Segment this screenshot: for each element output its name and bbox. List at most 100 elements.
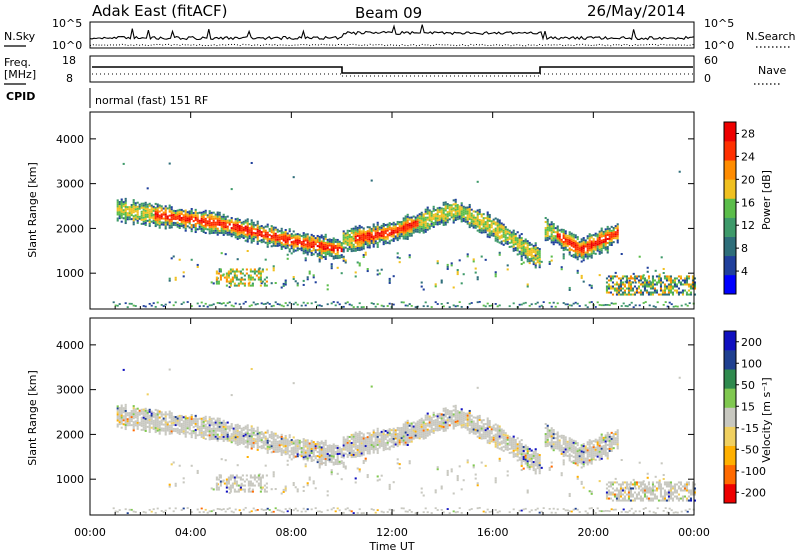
- radar-echo: [210, 431, 213, 434]
- radar-echo: [641, 277, 645, 280]
- radar-echo: [420, 225, 423, 228]
- radar-echo: [354, 443, 357, 446]
- radar-echo: [360, 236, 363, 239]
- radar-echo: [442, 203, 445, 206]
- radar-echo: [540, 304, 543, 307]
- radar-echo: [278, 444, 281, 447]
- radar-echo: [348, 435, 351, 438]
- radar-echo: [380, 434, 383, 437]
- radar-echo: [312, 451, 315, 454]
- radar-echo: [190, 212, 193, 215]
- radar-echo: [388, 428, 391, 431]
- radar-echo: [526, 285, 529, 288]
- radar-echo: [594, 232, 597, 235]
- radar-echo: [486, 233, 489, 236]
- radar-echo: [621, 287, 625, 290]
- radar-echo: [142, 214, 145, 217]
- radar-echo: [598, 250, 601, 253]
- radar-echo: [126, 412, 129, 415]
- radar-echo: [434, 489, 437, 492]
- radar-echo: [298, 453, 301, 456]
- radar-echo: [214, 215, 217, 218]
- radar-echo: [168, 214, 171, 217]
- radar-echo: [344, 442, 347, 445]
- radar-echo: [472, 258, 475, 261]
- radar-echo: [318, 252, 321, 255]
- radar-echo: [344, 261, 347, 264]
- radar-echo: [134, 202, 137, 205]
- radar-echo: [398, 237, 401, 240]
- radar-echo: [300, 249, 303, 252]
- radar-echo: [382, 428, 385, 431]
- radar-echo: [556, 241, 559, 244]
- radar-echo: [302, 458, 305, 461]
- radar-echo: [206, 220, 209, 223]
- radar-echo: [452, 203, 455, 206]
- radar-echo: [302, 450, 305, 453]
- radar-echo: [570, 240, 573, 243]
- radar-echo: [194, 214, 197, 217]
- radar-echo: [392, 221, 395, 224]
- radar-echo: [240, 429, 243, 432]
- radar-echo: [342, 448, 345, 451]
- radar-echo: [538, 305, 541, 308]
- radar-echo: [564, 234, 567, 237]
- radar-echo: [170, 216, 173, 219]
- radar-echo: [250, 225, 253, 228]
- radar-echo: [677, 291, 681, 294]
- radar-echo: [168, 426, 171, 429]
- radar-echo: [574, 256, 577, 259]
- radar-echo: [228, 233, 231, 236]
- radar-echo: [298, 445, 301, 448]
- radar-echo: [362, 227, 365, 230]
- radar-echo: [362, 239, 365, 242]
- radar-echo: [416, 216, 419, 219]
- radar-echo: [406, 229, 409, 232]
- radar-echo: [376, 475, 379, 478]
- radar-echo: [144, 219, 147, 222]
- radar-echo: [374, 446, 377, 449]
- radar-echo: [342, 257, 345, 260]
- radar-echo: [224, 253, 227, 256]
- radar-echo: [132, 407, 135, 410]
- radar-echo: [530, 303, 533, 306]
- radar-echo: [572, 241, 575, 244]
- radar-echo: [212, 225, 215, 228]
- radar-echo: [200, 427, 203, 430]
- radar-echo: [206, 222, 209, 225]
- radar-echo: [120, 220, 123, 223]
- radar-echo: [112, 507, 115, 510]
- radar-echo: [372, 239, 375, 242]
- radar-echo: [382, 243, 385, 246]
- radar-echo: [468, 432, 471, 435]
- radar-echo: [484, 225, 487, 228]
- radar-echo: [432, 415, 435, 418]
- radar-echo: [643, 277, 647, 280]
- radar-echo: [304, 453, 307, 456]
- radar-echo: [252, 431, 255, 434]
- radar-echo: [400, 437, 403, 440]
- radar-echo: [286, 452, 289, 455]
- radar-echo: [124, 207, 127, 210]
- radar-echo: [214, 217, 217, 220]
- radar-echo: [608, 243, 611, 246]
- radar-echo: [272, 444, 275, 447]
- radar-echo: [448, 306, 451, 309]
- radar-echo: [358, 226, 361, 229]
- radar-echo: [264, 447, 267, 450]
- radar-echo: [298, 237, 301, 240]
- radar-echo: [510, 235, 513, 238]
- radar-echo: [243, 278, 246, 281]
- radar-echo: [142, 414, 145, 417]
- radar-echo: [324, 457, 327, 460]
- radar-echo: [218, 221, 221, 224]
- radar-echo: [222, 229, 225, 232]
- radar-echo: [460, 212, 463, 215]
- radar-echo: [350, 240, 353, 243]
- radar-echo: [464, 218, 467, 221]
- radar-echo: [468, 218, 471, 221]
- radar-echo: [376, 237, 379, 240]
- radar-echo: [350, 235, 353, 238]
- radar-echo: [217, 272, 220, 275]
- radar-echo: [142, 412, 145, 415]
